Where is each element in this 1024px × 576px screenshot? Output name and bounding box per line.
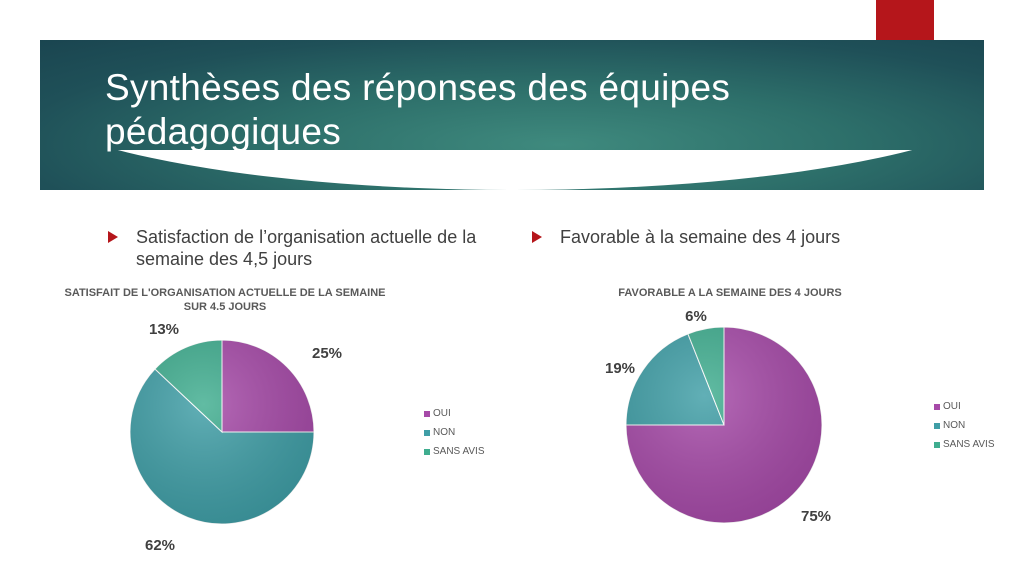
- legend-label: OUI: [433, 408, 451, 419]
- legend-swatch: [424, 448, 430, 455]
- chart-1-label-oui: 25%: [312, 345, 342, 362]
- chart-2-label-non: 19%: [605, 360, 635, 377]
- legend-swatch: [934, 441, 940, 448]
- chart-2-pie-shine: [626, 327, 822, 523]
- legend-swatch: [934, 403, 940, 410]
- chart-1-legend-sans-avis: SANS AVIS: [424, 442, 485, 461]
- chart-2-pie: 75% 19% 6%: [605, 308, 831, 525]
- legend-swatch: [424, 429, 430, 436]
- chart-1-pie-shine: [130, 340, 314, 524]
- bullet-left: Satisfaction de l’organisation actuelle …: [108, 226, 498, 270]
- chart-2-legend: OUI NON SANS AVIS: [934, 397, 995, 454]
- legend-label: NON: [433, 427, 456, 438]
- chart-2-legend-oui: OUI: [934, 397, 995, 416]
- chart-1-legend-oui: OUI: [424, 404, 485, 423]
- bullet-arrow-icon: [532, 231, 542, 243]
- bullet-arrow-icon: [108, 231, 118, 243]
- chart-2-label-sans-avis: 6%: [685, 308, 707, 325]
- chart-1-title: SATISFAIT DE L'ORGANISATION ACTUELLE DE …: [64, 287, 386, 313]
- chart-1-label-non: 62%: [145, 537, 175, 554]
- banner-curve: [40, 150, 984, 210]
- slide-title: Synthèses des réponses des équipes pédag…: [105, 67, 731, 152]
- chart-2-title: FAVORABLE A LA SEMAINE DES 4 JOURS: [618, 287, 842, 299]
- legend-label: OUI: [943, 401, 961, 412]
- bullet-right: Favorable à la semaine des 4 jours: [532, 226, 912, 248]
- chart-1-pie: 25% 62% 13%: [129, 321, 342, 554]
- bullet-right-text: Favorable à la semaine des 4 jours: [560, 227, 841, 247]
- chart-2-legend-sans-avis: SANS AVIS: [934, 435, 995, 454]
- legend-label: SANS AVIS: [433, 446, 485, 457]
- legend-label: SANS AVIS: [943, 439, 995, 450]
- bullet-left-text: Satisfaction de l’organisation actuelle …: [136, 227, 477, 269]
- chart-2-label-oui: 75%: [801, 508, 831, 525]
- chart-1-label-sans-avis: 13%: [149, 321, 179, 338]
- chart-1-legend: OUI NON SANS AVIS: [424, 404, 485, 461]
- legend-swatch: [934, 422, 940, 429]
- chart-1-legend-non: NON: [424, 423, 485, 442]
- legend-label: NON: [943, 420, 966, 431]
- legend-swatch: [424, 410, 430, 417]
- chart-2-legend-non: NON: [934, 416, 995, 435]
